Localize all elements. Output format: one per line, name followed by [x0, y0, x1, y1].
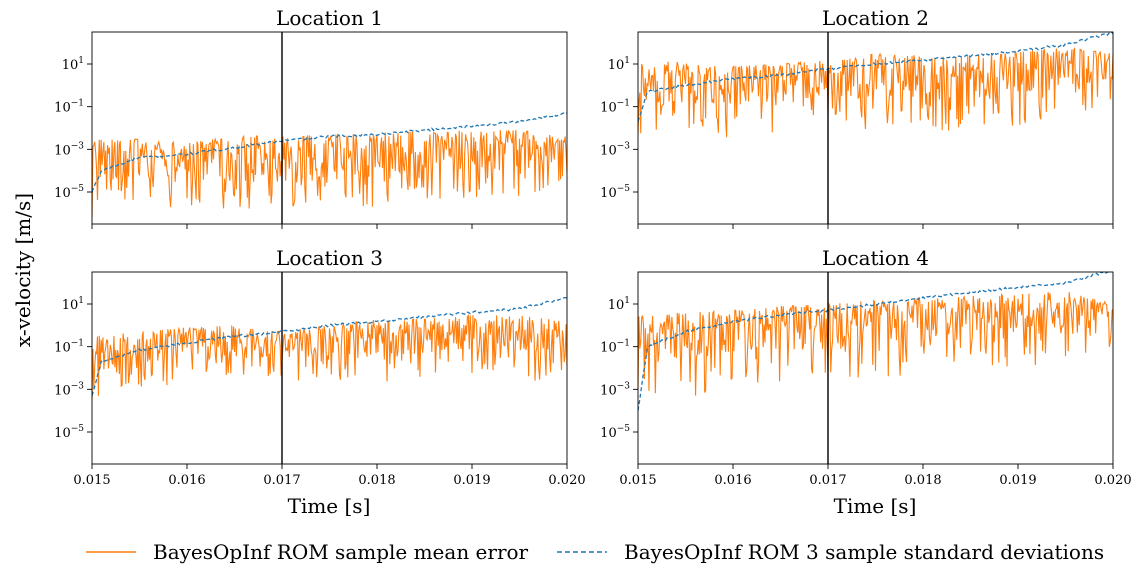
panel-title: Location 1	[276, 6, 383, 30]
y-tick-label: 10−5	[54, 424, 84, 441]
series-std-dev-line	[638, 272, 1109, 411]
panel-frame	[637, 271, 1114, 465]
panel-title: Location 3	[276, 246, 383, 270]
legend-label-mean-error: BayesOpInf ROM sample mean error	[153, 540, 529, 564]
x-tick-label: 0.019	[453, 473, 490, 488]
x-tick-label: 0.020	[548, 473, 585, 488]
series-mean-error-line	[638, 292, 1113, 396]
series-mean-error-line	[638, 46, 1113, 138]
plot-area	[638, 32, 1113, 138]
series-std-dev-line	[638, 32, 1113, 122]
y-tick-label: 10−1	[600, 339, 630, 356]
y-tick-label: 101	[608, 296, 630, 313]
y-tick-label: 10−3	[54, 381, 84, 398]
x-tick-label: 0.017	[809, 473, 846, 488]
panel-2: Location 2 101 10−1 10−3 10−5	[600, 6, 1114, 229]
y-tick-label: 101	[62, 296, 84, 313]
plot-area	[638, 272, 1113, 411]
x-tick-label: 0.018	[358, 473, 395, 488]
y-tick-label: 10−3	[600, 381, 630, 398]
y-tick-label: 10−5	[54, 184, 84, 201]
series-std-dev-line	[92, 112, 567, 193]
y-tick-label: 10−3	[600, 141, 630, 158]
y-tick-label: 10−1	[600, 99, 630, 116]
x-tick-label: 0.016	[168, 473, 205, 488]
y-axis-label: x-velocity [m/s]	[11, 193, 35, 347]
legend-label-std-dev: BayesOpInf ROM 3 sample standard deviati…	[624, 540, 1104, 564]
x-tick-label: 0.015	[73, 473, 110, 488]
panel-frame	[91, 271, 568, 465]
panel-3: Location 3 101 10−1 10−3 10−5 0.015 0.016 0.017…	[54, 246, 585, 488]
y-tick-label: 101	[608, 56, 630, 73]
series-std-dev-line	[92, 297, 567, 396]
y-tick-label: 10−5	[600, 424, 630, 441]
panel-1: Location 1 101 10−1 10−3 10−5	[54, 6, 568, 229]
legend: BayesOpInf ROM sample mean error BayesOp…	[86, 540, 1104, 564]
x-tick-label: 0.016	[714, 473, 751, 488]
y-tick-label: 10−1	[54, 339, 84, 356]
panel-frame	[91, 31, 568, 225]
panel-title: Location 4	[822, 246, 929, 270]
series-mean-error-line	[92, 129, 567, 219]
y-tick-label: 10−1	[54, 99, 84, 116]
x-tick-label: 0.015	[619, 473, 656, 488]
x-axis-label-left: Time [s]	[288, 494, 371, 518]
x-tick-label: 0.019	[999, 473, 1036, 488]
y-tick-label: 10−5	[600, 184, 630, 201]
series-mean-error-line	[92, 313, 567, 401]
plot-area	[92, 112, 567, 219]
panel-title: Location 2	[822, 6, 929, 30]
y-tick-label: 10−3	[54, 141, 84, 158]
y-tick-label: 101	[62, 56, 84, 73]
x-tick-label: 0.018	[904, 473, 941, 488]
panel-frame	[637, 31, 1114, 225]
x-tick-label: 0.017	[263, 473, 300, 488]
plot-area	[92, 297, 567, 401]
x-axis-label-right: Time [s]	[834, 494, 917, 518]
x-tick-label: 0.020	[1094, 473, 1131, 488]
panel-4: Location 4 101 10−1 10−3 10−5 0.015 0.016 0.017…	[600, 246, 1131, 488]
